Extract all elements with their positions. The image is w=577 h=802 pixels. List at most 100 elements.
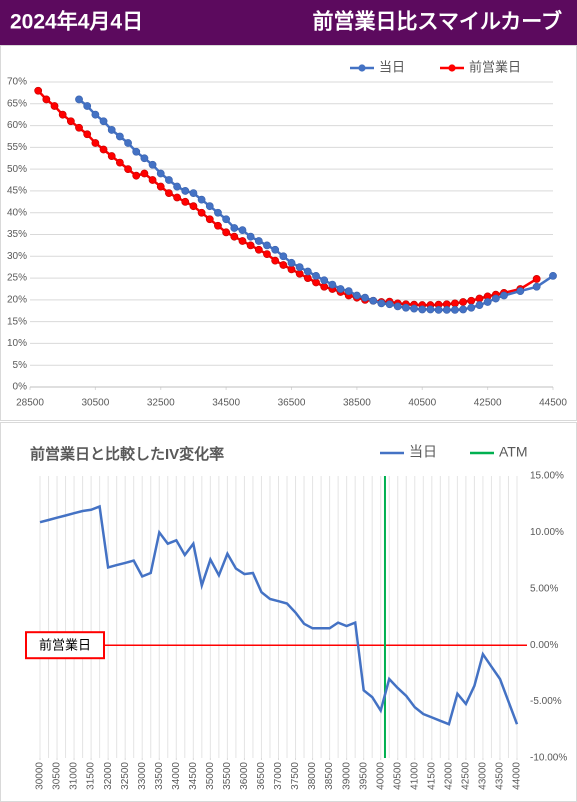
data-point xyxy=(181,187,190,195)
x-tick-label: 36000 xyxy=(239,762,250,790)
data-point xyxy=(124,139,132,147)
x-tick-label: 37500 xyxy=(290,762,301,790)
data-point xyxy=(156,182,165,191)
x-tick-label: 44500 xyxy=(539,398,567,409)
data-point xyxy=(132,147,141,156)
legend-label: ATM xyxy=(499,444,528,460)
data-point xyxy=(459,305,468,314)
header-title: 前営業日比スマイルカーブ xyxy=(313,10,562,34)
x-tick-label: 39000 xyxy=(341,762,352,790)
data-point xyxy=(107,126,116,134)
x-tick-label: 40000 xyxy=(375,762,386,790)
x-tick-label: 32500 xyxy=(147,398,175,409)
y-tick-label: 65% xyxy=(7,98,27,109)
y-tick-label: 10% xyxy=(7,338,27,349)
data-point xyxy=(132,171,141,180)
data-point xyxy=(500,291,508,300)
y-tick-label: 5% xyxy=(13,360,28,371)
data-point xyxy=(238,237,247,245)
data-point xyxy=(459,298,468,306)
reference-label-box xyxy=(25,631,105,660)
data-point xyxy=(173,182,181,191)
x-tick-label: 40500 xyxy=(392,762,403,790)
x-tick-label: 38500 xyxy=(324,762,335,790)
x-tick-label: 38500 xyxy=(343,398,371,409)
data-point xyxy=(303,274,312,282)
y-tick-label: 60% xyxy=(7,120,27,131)
data-point xyxy=(197,208,206,217)
x-tick-label: 31000 xyxy=(69,762,80,790)
data-point xyxy=(140,169,149,178)
data-point xyxy=(393,302,402,311)
header-date: 2024年4月4日 xyxy=(10,10,143,34)
data-point xyxy=(148,176,157,184)
data-point xyxy=(222,228,231,237)
data-point xyxy=(165,176,173,184)
legend-marker xyxy=(448,64,456,72)
data-point xyxy=(467,303,476,312)
data-point xyxy=(66,117,75,126)
data-point xyxy=(287,258,296,267)
data-point xyxy=(361,293,369,302)
x-tick-label: 36500 xyxy=(278,398,306,409)
data-point xyxy=(516,287,525,296)
data-point xyxy=(303,267,312,276)
x-tick-label: 43000 xyxy=(478,762,489,790)
data-point xyxy=(214,208,222,217)
x-tick-label: 34500 xyxy=(212,398,240,409)
data-point xyxy=(238,226,247,235)
data-point xyxy=(99,145,108,154)
x-tick-label: 30000 xyxy=(35,762,46,790)
x-tick-label: 41500 xyxy=(426,762,437,790)
data-point xyxy=(124,165,132,174)
data-point xyxy=(173,193,181,202)
data-point xyxy=(475,294,484,303)
data-point xyxy=(410,304,418,313)
x-tick-label: 34000 xyxy=(171,762,182,790)
data-point xyxy=(295,263,304,272)
data-point xyxy=(426,305,435,314)
x-tick-label: 35500 xyxy=(222,762,233,790)
x-tick-label: 32500 xyxy=(120,762,131,790)
data-point xyxy=(75,123,83,132)
data-point xyxy=(246,241,255,250)
data-point xyxy=(189,202,198,211)
data-point xyxy=(99,117,108,126)
data-point xyxy=(83,130,92,139)
chart-panel xyxy=(0,422,577,802)
x-tick-label: 39500 xyxy=(358,762,369,790)
y-tick-label: 5.00% xyxy=(530,583,558,594)
data-point xyxy=(402,303,410,312)
data-point xyxy=(254,245,263,254)
data-point xyxy=(328,280,337,289)
y-tick-label: 20% xyxy=(7,294,27,305)
data-point xyxy=(42,95,51,104)
data-point xyxy=(369,296,378,305)
data-point xyxy=(140,154,149,163)
y-tick-label: 0% xyxy=(13,382,28,393)
data-point xyxy=(246,232,255,241)
x-tick-label: 38000 xyxy=(307,762,318,790)
x-tick-label: 28500 xyxy=(16,398,44,409)
series-line xyxy=(39,504,519,726)
data-point xyxy=(254,237,263,245)
data-point xyxy=(336,285,345,293)
data-point xyxy=(107,152,116,160)
x-tick-label: 36500 xyxy=(256,762,267,790)
data-point xyxy=(312,278,320,287)
x-tick-label: 33500 xyxy=(154,762,165,790)
y-tick-label: 55% xyxy=(7,142,27,153)
y-tick-label: 15.00% xyxy=(530,471,564,482)
data-point xyxy=(83,102,92,110)
x-tick-label: 41000 xyxy=(409,762,420,790)
y-tick-label: 30% xyxy=(7,251,27,262)
y-tick-label: 35% xyxy=(7,229,27,240)
y-tick-label: 25% xyxy=(7,273,27,284)
x-tick-label: 35000 xyxy=(205,762,216,790)
data-point xyxy=(295,269,304,278)
data-point xyxy=(491,294,500,303)
y-tick-label: 15% xyxy=(7,316,27,327)
y-tick-label: 45% xyxy=(7,186,27,197)
data-point xyxy=(189,189,198,198)
